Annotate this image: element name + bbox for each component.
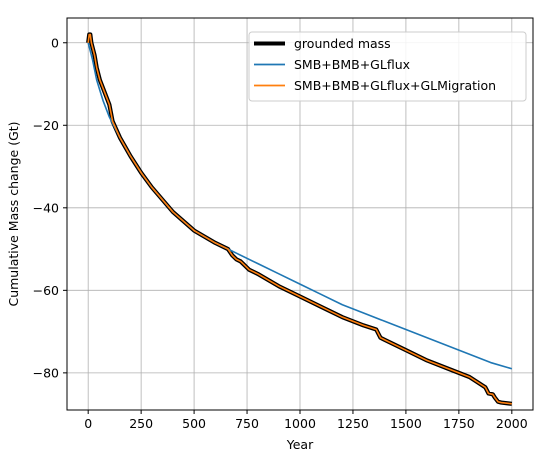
legend: grounded mass SMB+BMB+GLflux SMB+BMB+GLf… bbox=[248, 31, 527, 102]
x-tick-label: 1250 bbox=[337, 416, 369, 431]
x-tick-label: 1750 bbox=[443, 416, 475, 431]
x-tick-label: 750 bbox=[235, 416, 259, 431]
y-ticks: 0 −20 −40 −60 −80 bbox=[33, 35, 67, 380]
x-tick-label: 1500 bbox=[390, 416, 422, 431]
series-line-glmigration bbox=[87, 33, 512, 405]
legend-box bbox=[248, 31, 527, 102]
legend-label-glflux: SMB+BMB+GLflux bbox=[294, 57, 410, 72]
legend-label-glmigration: SMB+BMB+GLflux+GLMigration bbox=[294, 78, 496, 93]
y-tick-label: −20 bbox=[33, 118, 59, 133]
series-layer bbox=[86, 32, 513, 406]
x-tick-label: 1000 bbox=[284, 416, 316, 431]
legend-label-grounded-mass: grounded mass bbox=[294, 36, 391, 51]
y-tick-label: −80 bbox=[33, 365, 59, 380]
x-axis-label: Year bbox=[286, 437, 314, 452]
x-tick-label: 250 bbox=[129, 416, 153, 431]
x-tick-label: 500 bbox=[182, 416, 206, 431]
y-tick-label: −40 bbox=[33, 200, 59, 215]
x-ticks: 0 250 500 750 1000 1250 1500 1750 2000 bbox=[84, 410, 528, 431]
y-axis-label: Cumulative Mass change (Gt) bbox=[6, 121, 21, 306]
y-tick-label: −60 bbox=[33, 283, 59, 298]
x-tick-label: 2000 bbox=[496, 416, 528, 431]
y-tick-label: 0 bbox=[51, 35, 59, 50]
x-tick-label: 0 bbox=[84, 416, 92, 431]
